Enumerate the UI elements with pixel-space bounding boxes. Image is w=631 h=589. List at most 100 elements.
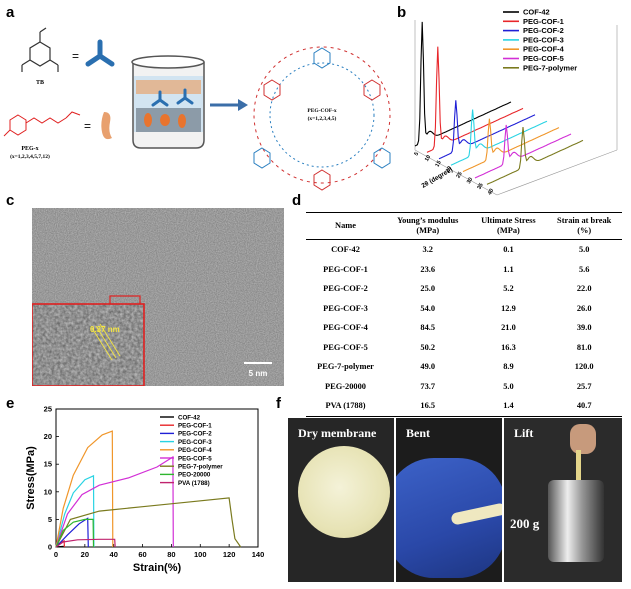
x-tick-label: 40 <box>110 550 118 559</box>
table-cell: 23.6 <box>420 264 436 274</box>
series-line <box>55 545 65 548</box>
table-cell: 22.0 <box>576 284 592 294</box>
table-cell: 40.7 <box>576 401 592 411</box>
panel-label-f: f <box>276 395 281 412</box>
table-cell: 5.6 <box>578 264 590 274</box>
photo-label-dry: Dry membrane <box>298 426 377 440</box>
xrd-axis-label: 2θ (degree) <box>421 166 454 189</box>
equals-sign-2: = <box>84 119 91 133</box>
table-cell: PEG-COF-3 <box>323 303 368 313</box>
series-line <box>55 430 114 548</box>
xrd-trace <box>438 100 536 160</box>
cof-label: PEG-COF-x <box>307 108 337 114</box>
table-cell: PEG-20000 <box>325 381 366 391</box>
x-tick-label: 60 <box>138 550 146 559</box>
lattice-spacing-label: 0.37 nm <box>90 325 120 334</box>
panel-label-a: a <box>6 4 15 21</box>
table-cell: 8.9 <box>503 362 514 372</box>
table-cell: 1.4 <box>503 401 514 411</box>
x-axis-label: Strain(%) <box>133 562 182 574</box>
panel-label-d: d <box>292 192 302 209</box>
legend-entry: PEG-COF-5 <box>178 455 212 462</box>
y-tick-label: 15 <box>44 460 52 469</box>
table-cell: PEG-COF-2 <box>323 284 368 294</box>
table-cell: 5.2 <box>503 284 514 294</box>
photo-label-bent: Bent <box>406 426 430 440</box>
plot-frame <box>55 408 259 548</box>
equals-sign-1: = <box>72 49 79 63</box>
table-cell: 5.0 <box>578 245 590 255</box>
series-line <box>55 518 95 548</box>
xrd-legend-entry: PEG-COF-5 <box>523 54 564 63</box>
table-cell: PEG-7-polymer <box>317 362 374 372</box>
x-tick-label: 140 <box>252 550 265 559</box>
legend-entry: COF-42 <box>178 414 201 421</box>
xrd-trace <box>474 124 572 179</box>
stress-strain-chart: 0 20 40 60 80 100 120 140 0 5 10 15 20 25 Strain(%) Str… <box>25 405 265 575</box>
y-tick-label: 20 <box>44 432 52 441</box>
table-cell: 25.0 <box>420 284 436 294</box>
table-cell: 3.2 <box>422 245 433 255</box>
photo-bent: Bent <box>396 418 502 582</box>
legend-entry: PEG-COF-1 <box>178 423 212 430</box>
tripod-icon <box>85 39 115 67</box>
y-axis-label: Stress(MPa) <box>25 446 37 510</box>
xrd-legend-entry: PEG-COF-4 <box>523 45 565 54</box>
xrd-tick-label: 10 <box>424 154 432 162</box>
table-row: PEG-20000 73.7 5.0 25.7 <box>306 377 622 397</box>
tem-inset: 0.37 nm <box>32 303 145 386</box>
x-tick-label: 20 <box>81 550 89 559</box>
panel-label-c: c <box>6 192 15 209</box>
table-cell: 12.9 <box>501 303 516 313</box>
table-cell: 73.7 <box>420 381 436 391</box>
peg-molecule <box>3 111 81 137</box>
photo-label-lift: Lift <box>514 426 534 440</box>
series-line <box>55 455 174 548</box>
table-cell: 120.0 <box>574 362 594 372</box>
photo-dry-membrane: Dry membrane <box>288 418 394 582</box>
table-cell: 54.0 <box>420 303 436 313</box>
x-tick-label: 0 <box>54 550 58 559</box>
reaction-arrow <box>210 99 248 111</box>
table-row: PEG-COF-5 50.2 16.3 81.0 <box>306 338 622 358</box>
legend-entry: PEO-20000 <box>178 472 211 479</box>
legend-entry: PEG-7-polymer <box>178 464 223 471</box>
table-cell: 21.0 <box>501 323 516 333</box>
xrd-tick-label: 25 <box>456 171 464 179</box>
table-row: PEG-COF-1 23.6 1.1 5.6 <box>306 260 622 280</box>
xrd-legend-entry: PEG-COF-3 <box>523 35 564 44</box>
legend-entry: PEG-COF-4 <box>178 447 212 454</box>
cof-range: (x=1,2,3,4,5) <box>308 115 337 122</box>
series-line <box>55 497 242 548</box>
xrd-frame <box>414 20 618 196</box>
table-row: PEG-COF-3 54.0 12.9 26.0 <box>306 299 622 319</box>
peg-range: (x=1,2,3,4,5,7,12) <box>10 153 50 160</box>
beaker-icon <box>131 55 205 149</box>
table-row: COF-42 3.2 0.1 5.0 <box>306 240 622 260</box>
table-cell: PEG-COF-5 <box>323 342 368 352</box>
y-tick-label: 25 <box>44 405 52 414</box>
table-cell: PVA (1788) <box>325 401 366 411</box>
xrd-legend-entry: PEG-COF-1 <box>523 17 564 26</box>
legend-entry: PEG-COF-3 <box>178 439 212 446</box>
table-cell: 50.2 <box>420 342 436 352</box>
photo-lift: Lift 200 g <box>504 418 622 582</box>
xrd-tick-label: 35 <box>477 182 485 190</box>
peg-label: PEG-x <box>21 146 38 152</box>
table-cell: COF-42 <box>331 245 360 255</box>
xrd-tick-label: 15 <box>435 160 443 168</box>
weight-label: 200 g <box>510 516 540 531</box>
table-cell: 25.7 <box>576 381 592 391</box>
xrd-legend-entry: PEG-COF-2 <box>523 26 564 35</box>
mechanical-properties-table: Name Young’s modulus (MPa) Ultimate Stress(… <box>306 212 622 417</box>
table-cell: 81.0 <box>576 342 592 352</box>
xrd-tick-label: 40 <box>487 188 495 196</box>
table-row: PEG-7-polymer 49.0 8.9 120.0 <box>306 357 622 377</box>
legend-entry: PEG-COF-2 <box>178 431 212 438</box>
table-cell: PEG-COF-1 <box>323 264 368 274</box>
table-row: PEG-COF-4 84.5 21.0 39.0 <box>306 318 622 338</box>
legend-entry: PVA (1788) <box>178 480 210 487</box>
xrd-tick-label: 30 <box>466 177 474 185</box>
x-tick-label: 80 <box>167 550 175 559</box>
